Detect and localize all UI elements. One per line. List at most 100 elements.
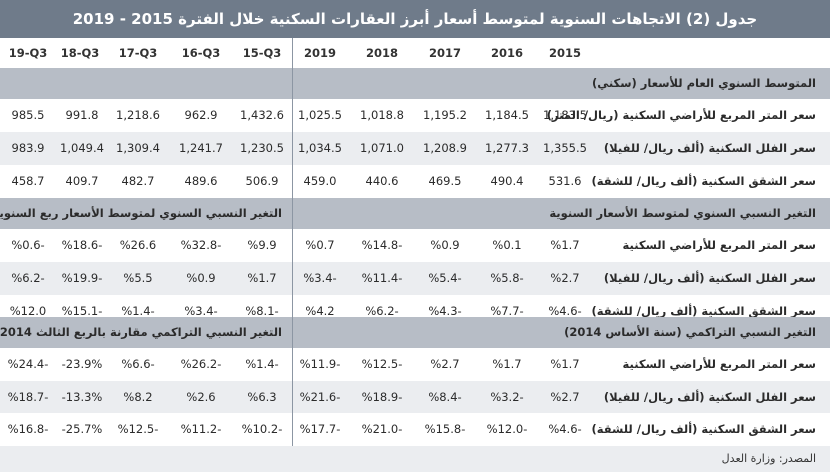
table-cell: %2.7 [550, 390, 580, 404]
table-cell: %12.0- [486, 422, 528, 436]
table-cell: %32.8- [180, 238, 222, 252]
table-cell: %4.2 [305, 304, 335, 318]
table-cell: 1,355.5 [543, 141, 587, 155]
table-cell: 1,195.2 [423, 108, 467, 122]
table-cell: %1.4- [245, 357, 279, 371]
table-cell: -13.3% [61, 390, 103, 404]
table-cell: 531.6 [548, 174, 582, 188]
table-cell: %4.3- [428, 304, 462, 318]
table-cell: %14.8- [361, 238, 403, 252]
table-cell: 469.5 [428, 174, 462, 188]
table-cell: -23.9% [61, 357, 103, 371]
table-title: جدول (2) الاتجاهات السنوية لمتوسط أسعار … [0, 0, 830, 38]
column-header: 16-Q3 [181, 46, 221, 60]
column-header: 2015 [548, 46, 581, 60]
table-cell: %6.2- [365, 304, 399, 318]
table-row: %18.7- -13.3% %8.2 %2.6 %6.3 %21.6- %18.… [0, 381, 830, 414]
table-cell: %18.7- [7, 390, 49, 404]
table-cell: %18.6- [61, 238, 103, 252]
source-note: المصدر: وزارة العدل [0, 446, 830, 472]
row-label: سعر الفلل السكنية (ألف ريال/ للفيلا) [603, 141, 816, 155]
table-row: %0.6- %18.6- %26.6 %32.8- %9.9 %0.7 %14.… [0, 229, 830, 262]
column-header: 19-Q3 [8, 46, 48, 60]
table-cell: %12.5- [117, 422, 159, 436]
table-cell: %4.6- [548, 304, 582, 318]
table-cell: %5.8- [490, 271, 524, 285]
table-cell: %8.1- [245, 304, 279, 318]
column-divider [292, 38, 293, 446]
column-header: 15-Q3 [242, 46, 282, 60]
table-cell: 489.6 [184, 174, 218, 188]
table-cell: %6.3 [247, 390, 277, 404]
table-cell: %2.7 [430, 357, 460, 371]
source-text: المصدر: وزارة العدل [721, 452, 816, 465]
row-label: سعر المتر المربع للأراضي السكنية (ريال/ … [546, 108, 816, 122]
table-cell: %3.4- [184, 304, 218, 318]
table-cell: %12.5- [361, 357, 403, 371]
table-cell: %9.9 [247, 238, 277, 252]
table-cell: 1,208.9 [423, 141, 467, 155]
table-cell: 1,241.7 [179, 141, 223, 155]
table-cell: 458.7 [11, 174, 45, 188]
table-cell: %17.7- [299, 422, 341, 436]
table-cell: %3.4- [303, 271, 337, 285]
table-cell: %1.7 [247, 271, 277, 285]
section-header: التغير النسبي التراكمي (سنة الأساس 2014)… [0, 317, 830, 348]
table-cell: %8.4- [428, 390, 462, 404]
table-cell: 1,034.5 [298, 141, 342, 155]
table-cell: 962.9 [184, 108, 218, 122]
section-title-quarterly-change: التغير النسبي السنوي لمتوسط الأسعار ربع … [0, 206, 282, 220]
section-title-cumulative-change: التغير النسبي التراكمي (سنة الأساس 2014) [564, 325, 816, 339]
table-cell: %15.1- [61, 304, 103, 318]
table-cell: 1,183.5 [543, 108, 587, 122]
table-cell: %11.2- [180, 422, 222, 436]
column-header: 2018 [365, 46, 398, 60]
table-cell: %2.7 [550, 271, 580, 285]
table-cell: %26.2- [180, 357, 222, 371]
table-cell: %11.9- [299, 357, 341, 371]
table-cell: %1.7 [550, 357, 580, 371]
section-title-cumulative-q3: التغير النسبي التراكمي مقارنة بالربع الث… [0, 325, 282, 339]
table-cell: 1,432.6 [240, 108, 284, 122]
table-row: %16.8- -25.7% %12.5- %11.2- %10.2- %17.7… [0, 413, 830, 446]
table-cell: 490.4 [490, 174, 524, 188]
table-cell: 1,218.6 [116, 108, 160, 122]
table-cell: %24.4- [7, 357, 49, 371]
table-cell: %5.4- [428, 271, 462, 285]
table-row: 983.9 1,049.4 1,309.4 1,241.7 1,230.5 1,… [0, 132, 830, 165]
table-cell: %21.0- [361, 422, 403, 436]
table-cell: %10.2- [241, 422, 283, 436]
table-cell: %5.5 [123, 271, 153, 285]
column-header: 2019 [303, 46, 336, 60]
row-label: سعر المتر المربع للأراضي السكنية [622, 238, 816, 252]
table-cell: 1,049.4 [60, 141, 104, 155]
table-cell: %12.0 [9, 304, 47, 318]
row-label: سعر المتر المربع للأراضي السكنية [622, 357, 816, 371]
table-cell: %7.7- [490, 304, 524, 318]
section-title-annual-change: التغير النسبي السنوي لمتوسط الأسعار السن… [549, 206, 816, 220]
table-cell: %1.7 [550, 238, 580, 252]
table-cell: %1.7 [492, 357, 522, 371]
section-header: التغير النسبي السنوي لمتوسط الأسعار السن… [0, 198, 830, 229]
table-cell: %15.8- [424, 422, 466, 436]
table-cell: %19.9- [61, 271, 103, 285]
table-cell: %26.6 [119, 238, 157, 252]
table-row: %6.2- %19.9- %5.5 %0.9 %1.7 %3.4- %11.4-… [0, 262, 830, 295]
column-header-row: 19-Q3 18-Q3 17-Q3 16-Q3 15-Q3 2019 2018 … [0, 38, 830, 68]
table-cell: %2.6 [186, 390, 216, 404]
table-cell: %16.8- [7, 422, 49, 436]
table-cell: %3.2- [490, 390, 524, 404]
column-header: 2016 [490, 46, 523, 60]
row-label: سعر الشقق السكنية (ألف ريال/ للشقة) [591, 304, 816, 318]
section-title-annual: المتوسط السنوي العام للأسعار (سكني) [591, 76, 816, 90]
table-cell: %1.4- [121, 304, 155, 318]
table-cell: %0.1 [492, 238, 522, 252]
row-label: سعر الفلل السكنية (ألف ريال/ للفيلا) [603, 390, 816, 404]
table-cell: 1,071.0 [360, 141, 404, 155]
table-cell: %8.2 [123, 390, 153, 404]
row-label: سعر الفلل السكنية (ألف ريال/ للفيلا) [603, 271, 816, 285]
table-cell: 991.8 [65, 108, 99, 122]
table-cell: %0.7 [305, 238, 335, 252]
table-cell: 1,184.5 [485, 108, 529, 122]
